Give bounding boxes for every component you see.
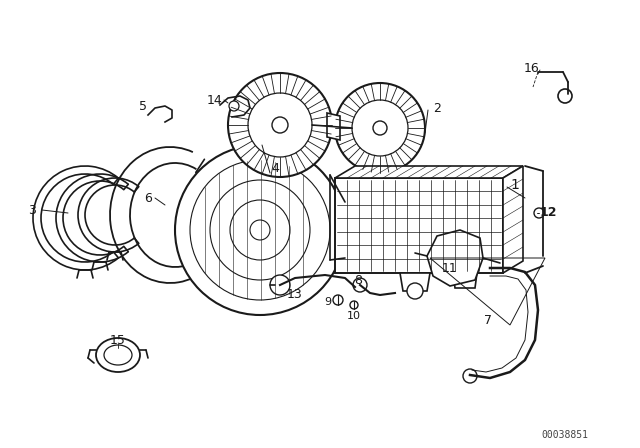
Text: 9: 9: [324, 297, 332, 307]
Polygon shape: [453, 273, 477, 288]
Circle shape: [230, 200, 290, 260]
Circle shape: [248, 93, 312, 157]
Text: 4: 4: [271, 161, 279, 175]
Polygon shape: [327, 113, 340, 140]
Circle shape: [175, 145, 345, 315]
Polygon shape: [427, 230, 483, 286]
Text: 5: 5: [139, 99, 147, 112]
Polygon shape: [335, 178, 503, 273]
Circle shape: [229, 101, 239, 111]
Text: 15: 15: [110, 333, 126, 346]
Circle shape: [407, 283, 423, 299]
Circle shape: [335, 83, 425, 173]
Text: 6: 6: [144, 191, 152, 204]
Circle shape: [350, 301, 358, 309]
Text: 10: 10: [347, 311, 361, 321]
Text: 14: 14: [207, 94, 223, 107]
Text: 2: 2: [433, 102, 441, 115]
Circle shape: [534, 208, 544, 218]
Circle shape: [373, 121, 387, 135]
Circle shape: [353, 278, 367, 292]
Text: 16: 16: [524, 61, 540, 74]
Circle shape: [210, 180, 310, 280]
Circle shape: [463, 369, 477, 383]
Circle shape: [270, 275, 290, 295]
Text: 7: 7: [484, 314, 492, 327]
Text: 8: 8: [354, 273, 362, 287]
Ellipse shape: [96, 338, 140, 372]
Text: 11: 11: [442, 262, 458, 275]
Circle shape: [352, 100, 408, 156]
Text: 12: 12: [540, 207, 557, 220]
Circle shape: [333, 295, 343, 305]
Text: 1: 1: [511, 178, 520, 192]
Text: 13: 13: [287, 289, 303, 302]
Text: 3: 3: [28, 203, 36, 216]
Circle shape: [228, 73, 332, 177]
Circle shape: [190, 160, 330, 300]
Polygon shape: [400, 273, 430, 291]
Text: 00038851: 00038851: [541, 430, 589, 440]
Circle shape: [272, 117, 288, 133]
Circle shape: [558, 89, 572, 103]
Circle shape: [250, 220, 270, 240]
Polygon shape: [335, 166, 523, 178]
Polygon shape: [503, 166, 523, 273]
